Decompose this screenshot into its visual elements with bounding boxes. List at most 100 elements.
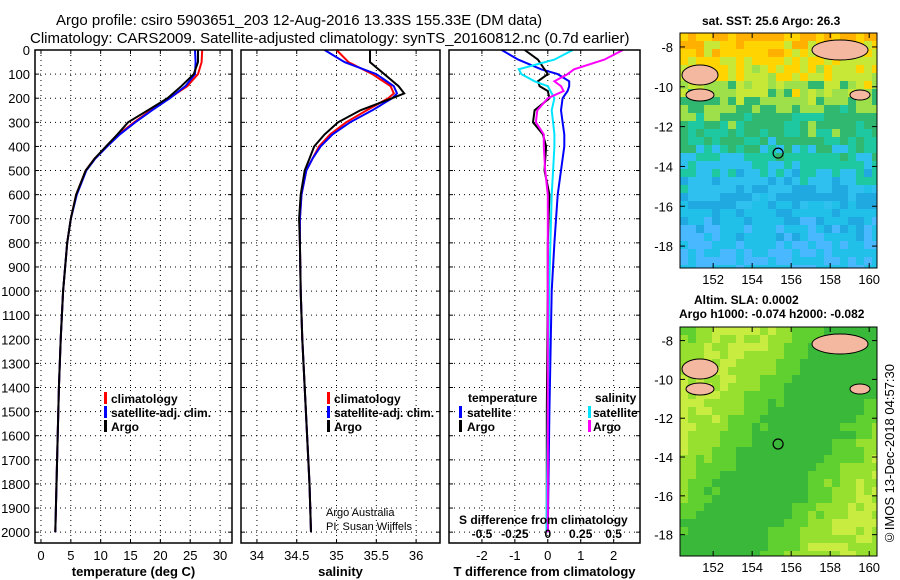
map-pixel xyxy=(792,439,800,447)
map-pixel xyxy=(792,185,800,193)
map-pixel xyxy=(784,129,792,137)
map-pixel xyxy=(864,479,872,487)
map-pixel xyxy=(840,57,848,65)
map-pixel xyxy=(872,551,877,556)
map-pixel xyxy=(872,233,877,241)
map-pixel xyxy=(760,217,768,225)
map-pixel xyxy=(720,447,728,455)
map-pixel xyxy=(760,161,768,169)
map-pixel xyxy=(864,41,872,49)
lat-tick-label: -14 xyxy=(654,159,673,174)
map-pixel xyxy=(784,551,792,556)
map-pixel xyxy=(832,249,840,257)
map-pixel xyxy=(792,543,800,551)
map-pixel xyxy=(872,351,877,359)
map-pixel xyxy=(688,49,696,57)
map-pixel xyxy=(760,471,768,479)
map-pixel xyxy=(864,367,872,375)
map-pixel xyxy=(752,535,760,543)
map-pixel xyxy=(816,359,824,367)
map-pixel xyxy=(696,33,704,41)
map-pixel xyxy=(824,511,832,519)
legend-swatch xyxy=(459,406,462,418)
map-pixel xyxy=(744,551,752,556)
map-pixel xyxy=(768,33,776,41)
map-pixel xyxy=(832,415,840,423)
map-pixel xyxy=(744,129,752,137)
map-pixel xyxy=(800,57,808,65)
map-pixel xyxy=(848,113,856,121)
y-tick-label: 1000 xyxy=(1,284,30,299)
map-pixel xyxy=(752,455,760,463)
map-pixel xyxy=(704,519,712,527)
map-pixel xyxy=(768,335,776,343)
map-pixel xyxy=(760,511,768,519)
map-pixel xyxy=(736,431,744,439)
map-pixel xyxy=(824,153,832,161)
plot-frame xyxy=(448,49,641,544)
map-pixel xyxy=(824,367,832,375)
map-pixel xyxy=(776,479,784,487)
map-pixel xyxy=(856,495,864,503)
map-pixel xyxy=(728,33,736,41)
map-pixel xyxy=(736,121,744,129)
map-pixel xyxy=(760,407,768,415)
map-pixel xyxy=(800,169,808,177)
map-pixel xyxy=(704,327,712,335)
map-pixel xyxy=(704,391,712,399)
map-pixel xyxy=(704,479,712,487)
map-pixel xyxy=(728,463,736,471)
footer-timestamp: ©IMOS 13-Dec-2018 04:57:30 xyxy=(882,364,897,546)
map-pixel xyxy=(792,129,800,137)
map-pixel xyxy=(856,511,864,519)
map-pixel xyxy=(752,65,760,73)
map-pixel xyxy=(800,249,808,257)
map-pixel xyxy=(760,335,768,343)
map-pixel xyxy=(696,519,704,527)
map-pixel xyxy=(744,113,752,121)
map-pixel xyxy=(840,423,848,431)
map-pixel xyxy=(816,527,824,535)
map-pixel xyxy=(696,209,704,217)
map-pixel xyxy=(800,343,808,351)
map-pixel xyxy=(808,137,816,145)
map-pixel xyxy=(752,137,760,145)
map-pixel xyxy=(848,519,856,527)
map-pixel xyxy=(848,455,856,463)
map-pixel xyxy=(696,105,704,113)
map-pixel xyxy=(776,113,784,121)
map-pixel xyxy=(792,89,800,97)
map-pixel xyxy=(872,201,877,209)
map-pixel xyxy=(712,49,720,57)
x-axis-label: temperature (deg C) xyxy=(72,564,196,579)
map-pixel xyxy=(816,113,824,121)
map-pixel xyxy=(784,375,792,383)
map-pixel xyxy=(776,185,784,193)
map-pixel xyxy=(760,439,768,447)
y-tick-label: 1200 xyxy=(1,332,30,347)
map-pixel xyxy=(784,543,792,551)
map-pixel xyxy=(768,431,776,439)
map-pixel xyxy=(832,503,840,511)
map-pixel xyxy=(760,327,768,335)
map-pixel xyxy=(720,367,728,375)
map-pixel xyxy=(760,551,768,556)
legend-swatch xyxy=(459,420,462,432)
map-pixel xyxy=(800,81,808,89)
map-pixel xyxy=(760,351,768,359)
map-pixel xyxy=(864,463,872,471)
legend-label: climatology xyxy=(111,392,178,406)
map-pixel xyxy=(792,423,800,431)
map-pixel xyxy=(728,81,736,89)
map-pixel xyxy=(872,105,877,113)
map-pixel xyxy=(752,495,760,503)
map-pixel xyxy=(696,431,704,439)
map-pixel xyxy=(704,511,712,519)
map-pixel xyxy=(696,487,704,495)
map-pixel xyxy=(728,169,736,177)
map-pixel xyxy=(704,471,712,479)
map-pixel xyxy=(776,447,784,455)
legend-label: Argo xyxy=(334,420,362,434)
map-pixel xyxy=(736,129,744,137)
